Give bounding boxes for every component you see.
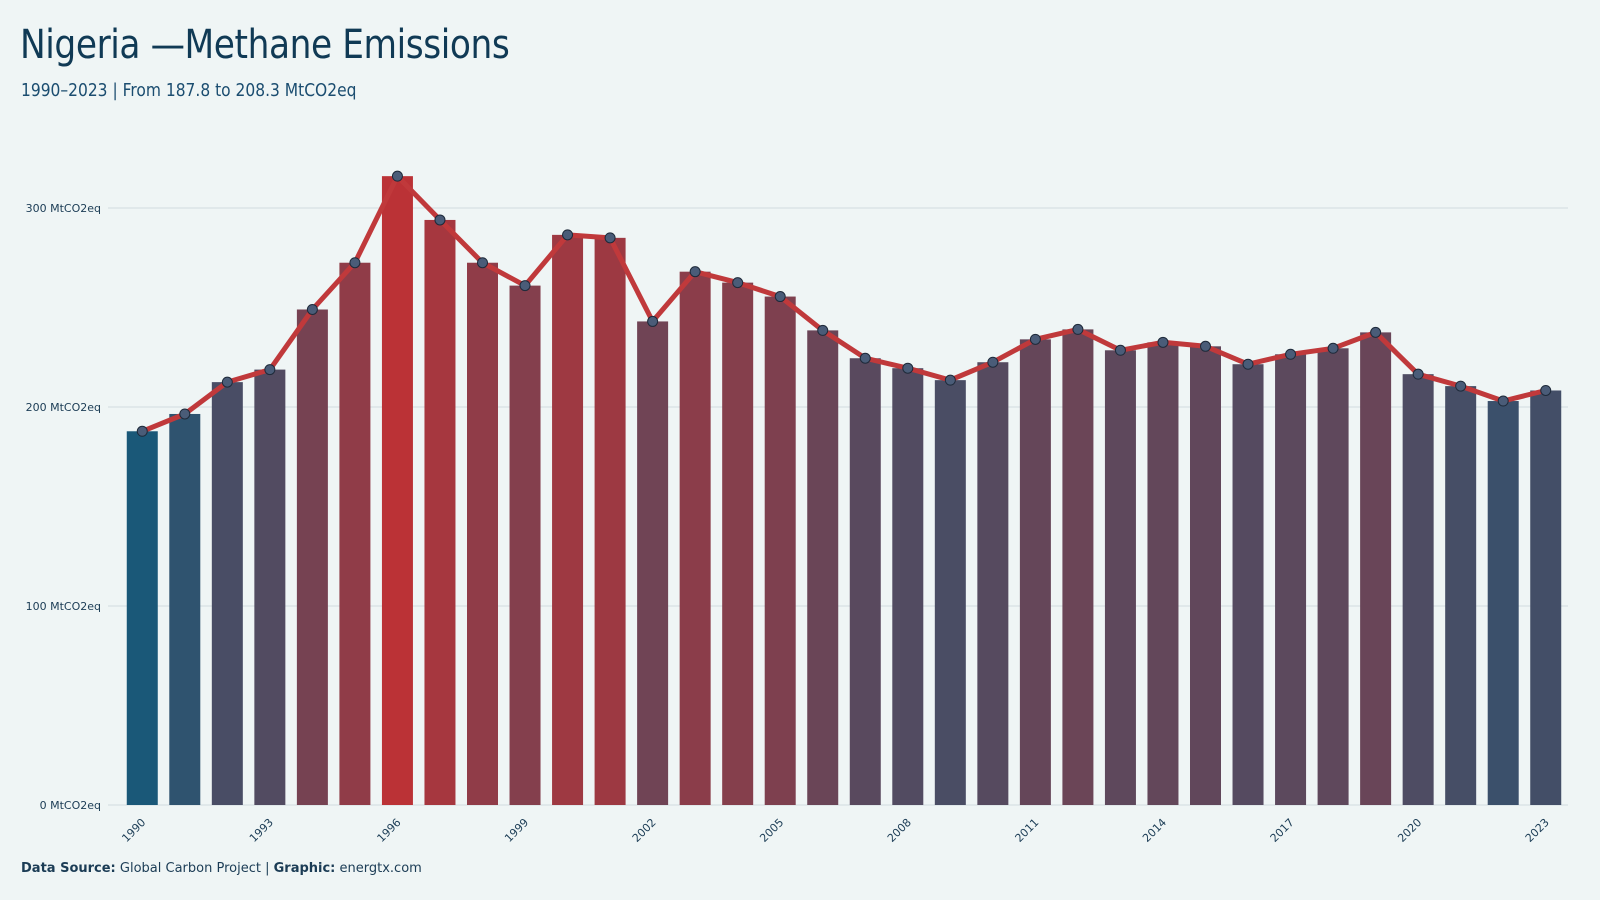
x-axis-ticks: 1990 1993 1996 1999 2002 2005 2008 2011 2014 2017… (119, 816, 1551, 845)
bar-2003 (679, 271, 711, 805)
bar-2014 (1147, 342, 1179, 805)
point-2012 (1072, 323, 1084, 335)
y-tick-label: 0 MtCO2eq (40, 799, 101, 812)
bar-2010 (977, 362, 1009, 805)
chart-subtitle: 1990–2023 | From 187.8 to 208.3 MtCO2eq (21, 80, 357, 101)
y-tick-label: 200 MtCO2eq (26, 401, 101, 414)
point-2008 (902, 362, 914, 374)
point-2018 (1327, 342, 1339, 354)
y-tick-label: 300 MtCO2eq (26, 202, 101, 215)
point-1996 (391, 170, 403, 182)
bar-1995 (339, 262, 371, 806)
point-2019 (1370, 326, 1382, 338)
point-1999 (519, 280, 531, 292)
bar-1991 (169, 413, 201, 805)
bar-2011 (1019, 339, 1051, 805)
bar-2023 (1530, 390, 1562, 805)
bar-2022 (1487, 401, 1519, 805)
bar-2019 (1360, 332, 1392, 805)
point-2006 (817, 324, 829, 336)
bar-1992 (211, 382, 243, 805)
point-2002 (647, 315, 659, 327)
point-2021 (1455, 380, 1467, 392)
point-2007 (859, 352, 871, 364)
x-tick-label: 1993 (247, 816, 276, 845)
trend-line (136, 170, 1552, 437)
point-2004 (732, 277, 744, 289)
x-tick-label: 2011 (1013, 816, 1042, 845)
bar-1996 (381, 176, 413, 805)
point-2001 (604, 232, 616, 244)
chart-footer: Data Source: Global Carbon Project | Gra… (21, 861, 422, 876)
bar-2018 (1317, 348, 1349, 805)
point-1993 (264, 364, 276, 376)
point-2023 (1540, 384, 1552, 396)
bar-1994 (296, 309, 328, 805)
bar-2012 (1062, 329, 1094, 805)
x-tick-label: 2005 (757, 816, 786, 845)
footer-source-label: Data Source: (21, 861, 116, 876)
bar-2016 (1232, 364, 1264, 805)
point-1998 (477, 257, 488, 269)
point-1992 (221, 376, 233, 388)
point-2016 (1242, 358, 1254, 370)
bar-2006 (807, 330, 839, 805)
point-1995 (349, 257, 361, 269)
y-tick-label: 100 MtCO2eq (26, 600, 101, 613)
bar-1990 (126, 431, 158, 805)
bar-2004 (722, 282, 754, 805)
bar-2009 (934, 380, 966, 805)
bars (126, 176, 1562, 806)
point-2005 (774, 291, 786, 303)
point-2011 (1029, 333, 1041, 345)
chart-title: Nigeria —Methane Emissions (20, 22, 510, 68)
bar-2001 (594, 237, 626, 806)
bar-2021 (1445, 386, 1477, 805)
point-2020 (1412, 368, 1424, 380)
bar-1993 (254, 369, 286, 805)
point-1997 (434, 214, 446, 226)
bar-2000 (552, 234, 584, 806)
bar-2020 (1402, 374, 1434, 805)
point-2015 (1200, 340, 1211, 352)
x-tick-label: 2014 (1140, 816, 1169, 845)
point-1994 (306, 303, 318, 315)
bar-1997 (424, 219, 456, 805)
point-1991 (179, 408, 191, 420)
x-tick-label: 1996 (375, 816, 404, 845)
bar-2013 (1104, 350, 1136, 805)
point-1990 (136, 425, 148, 437)
x-tick-label: 2017 (1268, 816, 1297, 845)
x-tick-label: 1990 (119, 816, 148, 845)
point-2000 (562, 229, 574, 241)
emissions-line (139, 173, 1549, 434)
y-axis-ticks: 0 MtCO2eq 100 MtCO2eq 200 MtCO2eq 300 MtCO2… (26, 202, 101, 812)
point-2010 (987, 356, 999, 368)
x-tick-label: 2023 (1523, 816, 1552, 845)
bar-2008 (892, 368, 924, 805)
bar-2015 (1190, 346, 1221, 805)
point-2013 (1114, 344, 1126, 356)
point-2014 (1157, 336, 1169, 348)
bar-2002 (637, 321, 669, 805)
x-tick-label: 2008 (885, 816, 914, 845)
bar-2007 (849, 358, 881, 805)
x-tick-label: 2002 (630, 816, 659, 845)
footer-source-value: Global Carbon Project | (119, 861, 270, 876)
bar-2005 (764, 296, 796, 805)
bar-1999 (509, 285, 541, 805)
x-tick-label: 1999 (502, 816, 531, 845)
footer-graphic-label: Graphic: (273, 861, 336, 876)
footer-graphic-value: energtx.com (339, 861, 422, 876)
bar-2017 (1275, 354, 1307, 805)
point-2017 (1285, 348, 1297, 360)
x-tick-label: 2020 (1395, 816, 1424, 845)
point-2003 (689, 266, 701, 278)
point-2022 (1497, 395, 1509, 407)
point-2009 (944, 374, 956, 386)
bar-1998 (467, 262, 498, 806)
